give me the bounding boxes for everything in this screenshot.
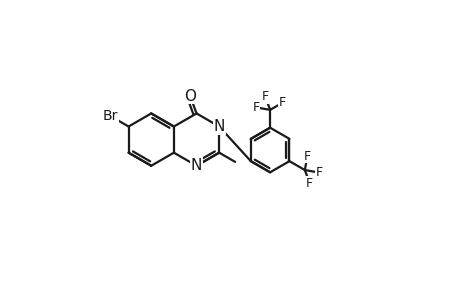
Text: F: F xyxy=(278,96,285,109)
Text: Br: Br xyxy=(103,109,118,123)
Text: F: F xyxy=(306,177,313,190)
Text: O: O xyxy=(184,88,196,104)
Text: F: F xyxy=(252,101,259,114)
Text: F: F xyxy=(303,149,310,163)
Text: N: N xyxy=(213,119,224,134)
Text: F: F xyxy=(315,166,322,179)
Text: N: N xyxy=(190,158,202,173)
Text: F: F xyxy=(261,90,268,103)
